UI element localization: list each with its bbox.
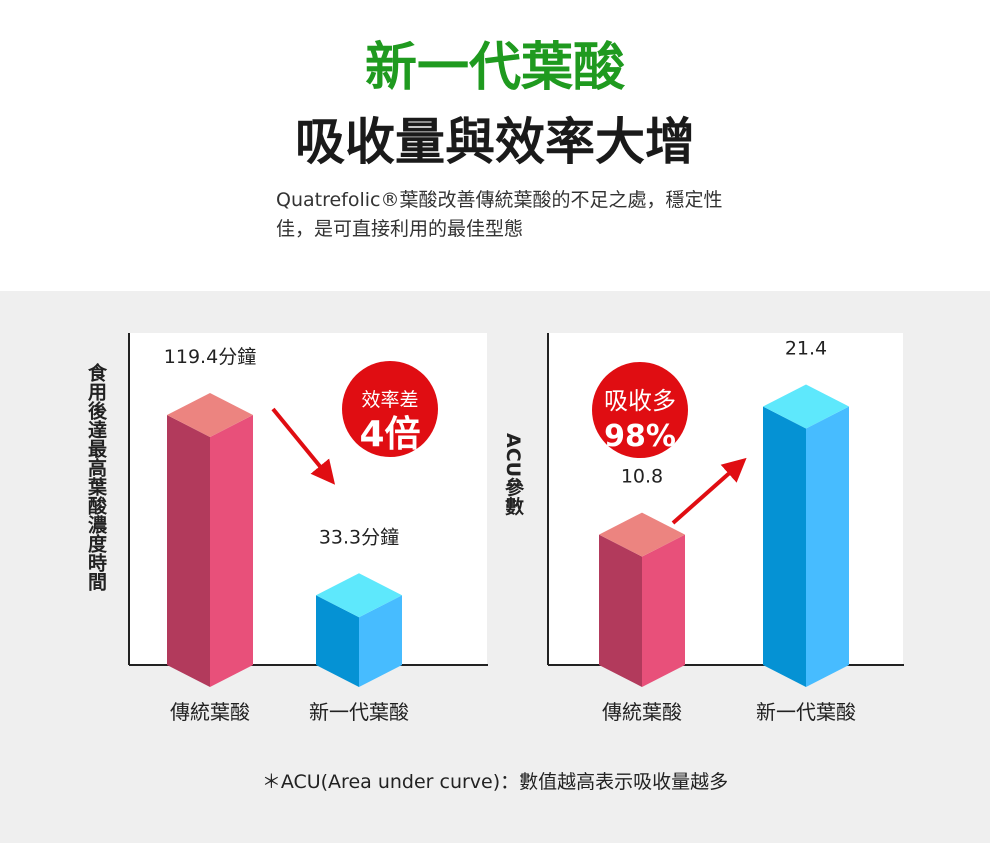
bar-top-face — [599, 512, 685, 557]
chart1-badge-line2: 4倍 — [359, 414, 420, 455]
footnote: ＊ACU(Area under curve)：數值越高表示吸收量越多 — [261, 771, 729, 793]
chart1-badge-line1: 效率差 — [361, 389, 418, 411]
bar-right-face — [806, 406, 849, 687]
chart2-category-label-new: 新一代葉酸 — [756, 700, 856, 724]
chart2-bar-new — [763, 384, 849, 687]
chart1-bar-new — [316, 573, 402, 687]
chart1-category-label-traditional: 傳統葉酸 — [170, 700, 250, 724]
chart-time: 食用後達最高葉酸濃度時間 119.4分鐘 33.3分鐘 傳統葉酸 新一代葉酸 效… — [85, 333, 488, 724]
chart1-badge: 效率差 4倍 — [342, 361, 438, 457]
chart1-bar-traditional — [167, 393, 253, 687]
chart1-value-label-traditional: 119.4分鐘 — [164, 346, 256, 368]
bar-top-face — [316, 573, 402, 618]
chart1-value-label-new: 33.3分鐘 — [319, 526, 399, 548]
chart2-y-label: ACU參數 — [502, 433, 524, 516]
description-text: Quatrefolic®葉酸改善傳統葉酸的不足之處，穩定性佳，是可直接利用的最佳… — [276, 189, 723, 240]
chart2-badge-circle — [592, 362, 688, 458]
chart-panel: 食用後達最高葉酸濃度時間 119.4分鐘 33.3分鐘 傳統葉酸 新一代葉酸 效… — [0, 291, 990, 843]
page-subtitle: 吸收量與效率大增 — [295, 113, 695, 171]
bar-left-face — [316, 595, 359, 687]
chart1-category-label-new: 新一代葉酸 — [309, 700, 409, 724]
bar-right-face — [210, 415, 253, 687]
chart2-trend-arrow — [671, 457, 747, 525]
chart2-badge-line2: 98% — [604, 419, 676, 454]
chart2-value-label-new: 21.4 — [785, 338, 827, 360]
chart1-trend-arrow — [271, 407, 336, 485]
chart1-y-label: 食用後達最高葉酸濃度時間 — [85, 362, 108, 591]
bar-left-face — [167, 415, 210, 687]
bar-top-face — [763, 384, 849, 429]
chart2-bar-traditional — [599, 512, 685, 687]
bar-left-face — [599, 534, 642, 687]
chart-acu: ACU參數 10.8 21.4 傳統葉酸 新一代葉酸 吸收多 98% — [502, 333, 904, 724]
chart2-category-label-traditional: 傳統葉酸 — [602, 700, 682, 724]
charts-area: 食用後達最高葉酸濃度時間 119.4分鐘 33.3分鐘 傳統葉酸 新一代葉酸 效… — [85, 333, 904, 724]
chart1-badge-circle — [342, 361, 438, 457]
chart2-badge: 吸收多 98% — [592, 362, 688, 458]
bar-left-face — [763, 406, 806, 687]
bar-right-face — [642, 534, 685, 687]
chart2-badge-line1: 吸收多 — [604, 387, 676, 415]
chart2-value-label-traditional: 10.8 — [621, 466, 663, 488]
page-title: 新一代葉酸 — [364, 38, 625, 98]
bar-top-face — [167, 393, 253, 438]
bar-right-face — [359, 595, 402, 687]
